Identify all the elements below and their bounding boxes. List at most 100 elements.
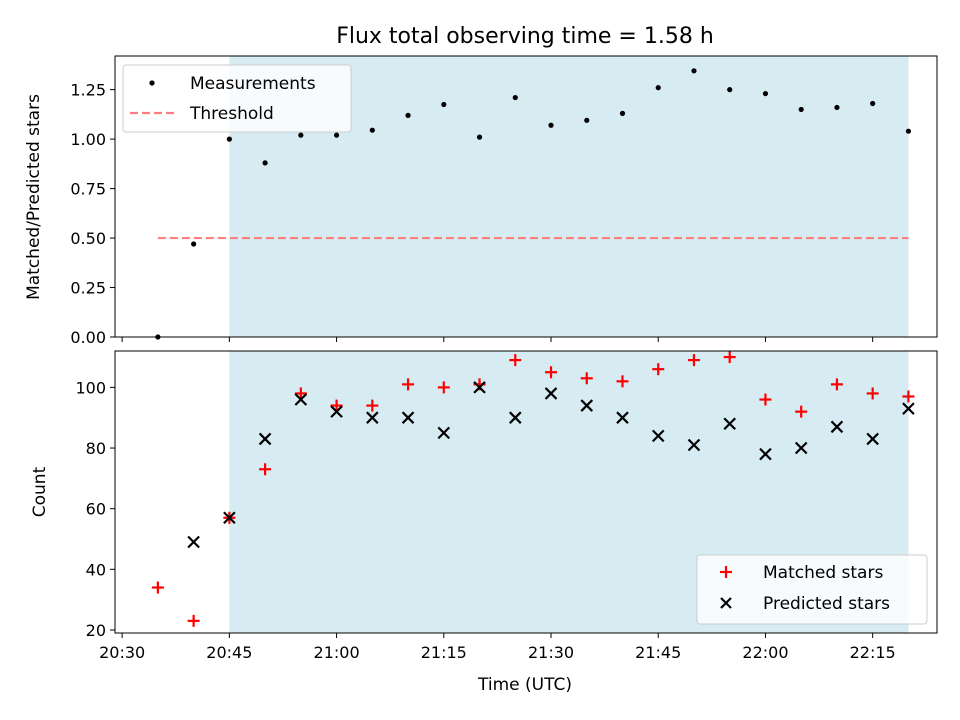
y-tick-label: 1.25 [70, 81, 106, 100]
matched-star-point [509, 354, 522, 367]
x-tick-label: 22:15 [850, 643, 896, 662]
measurement-point [619, 110, 626, 116]
legend-threshold-label: Threshold [189, 104, 274, 124]
y-tick-label: 40 [86, 560, 106, 579]
predicted-star-point [509, 411, 522, 424]
x-tick-label: 20:45 [206, 643, 252, 662]
predicted-star-point [187, 535, 200, 549]
top-y-ticks: 0.00 0.25 0.50 0.75 1.00 1.25 [70, 81, 115, 347]
top-legend: Measurements Threshold [122, 64, 352, 133]
legend-predicted-label: Predicted stars [763, 594, 890, 614]
measurement-point [262, 160, 268, 166]
predicted-star-point [473, 381, 486, 394]
measurement-point [727, 87, 733, 93]
top-points-layer [155, 68, 912, 340]
predicted-star-point [330, 405, 343, 418]
legend-matched-label: Matched stars [763, 563, 883, 583]
matched-star-point [866, 387, 879, 400]
predicted-star-point [544, 387, 558, 400]
measurement-point [333, 132, 340, 138]
matched-star-point [259, 463, 272, 476]
predicted-star-point [902, 402, 915, 415]
matched-star-point [151, 581, 164, 594]
top-x-ticks [121, 337, 874, 342]
x-tick-label: 21:45 [635, 643, 681, 662]
matched-star-point [402, 378, 415, 391]
predicted-star-point [723, 417, 736, 431]
bottom-y-ticks: 20 40 60 80 100 [75, 378, 115, 640]
y-tick-label: 0.00 [70, 328, 106, 347]
measurement-point [870, 100, 876, 107]
predicted-star-point [401, 411, 415, 424]
measurement-point [655, 85, 661, 91]
bottom-axes-frame [114, 350, 938, 634]
matched-star-point [545, 366, 558, 379]
legend-measurements-marker [149, 80, 155, 86]
measurement-point [584, 117, 590, 123]
x-tick-label: 21:30 [528, 643, 574, 662]
matched-star-point [795, 405, 808, 418]
bottom-y-axis-label: Count [30, 466, 50, 517]
measurement-point [762, 90, 769, 97]
matched-star-point [723, 351, 736, 364]
measurement-point [405, 112, 411, 118]
measurement-point [512, 94, 518, 101]
measurement-point [441, 101, 447, 108]
matched-star-point [687, 354, 700, 367]
bottom-panel: 20 40 60 80 100 20:30 20:45 21:00 21:15 21:30 21:… [30, 350, 938, 695]
matched-star-point [366, 399, 379, 412]
matched-star-point [830, 378, 843, 391]
y-tick-label: 1.00 [70, 130, 106, 149]
measurement-point [548, 122, 554, 128]
bottom-x-ticks: 20:30 20:45 21:00 21:15 21:30 21:45 22:00 22:15 [99, 633, 896, 662]
y-tick-label: 100 [75, 378, 106, 397]
measurement-point [369, 127, 375, 133]
measurement-point [905, 128, 912, 134]
y-tick-label: 0.25 [70, 279, 106, 298]
x-tick-label: 21:00 [314, 643, 360, 662]
measurement-point [834, 104, 840, 111]
predicted-star-point [759, 447, 772, 461]
measurement-point [298, 132, 304, 138]
matched-star-point [580, 372, 593, 385]
predicted-star-point [794, 441, 808, 455]
measurement-point [226, 136, 232, 142]
top-axes-frame [114, 55, 938, 338]
matched-star-point [902, 390, 915, 403]
top-y-axis-label: Matched/Predicted stars [24, 94, 44, 300]
predicted-star-point [651, 429, 665, 443]
measurement-point [691, 68, 697, 74]
matched-star-point [187, 614, 200, 627]
legend-matched-marker [720, 566, 732, 578]
predicted-star-point [687, 438, 701, 452]
legend-predicted-marker [720, 597, 732, 609]
x-tick-label: 20:30 [99, 643, 145, 662]
predicted-star-point [437, 426, 451, 440]
predicted-star-point [294, 393, 308, 406]
chart-title: Flux total observing time = 1.58 h [336, 24, 714, 49]
matched-star-point [437, 381, 450, 394]
predicted-star-point [866, 432, 879, 446]
predicted-star-point [258, 432, 272, 446]
matched-star-point [652, 363, 665, 376]
x-axis-label: Time (UTC) [477, 675, 572, 695]
measurement-point [191, 241, 197, 247]
predicted-star-point [830, 420, 844, 434]
top-panel: 0.00 0.25 0.50 0.75 1.00 1.25 Matched/Predict… [24, 55, 938, 347]
top-legend-box [122, 64, 352, 133]
predicted-star-point [580, 399, 594, 412]
bottom-legend: Matched stars Predicted stars [696, 554, 928, 625]
legend-measurements-label: Measurements [190, 74, 316, 94]
matched-star-point [330, 399, 343, 412]
matched-star-point [616, 375, 629, 388]
matched-star-point [294, 387, 307, 400]
bottom-points-layer [151, 351, 915, 627]
y-tick-label: 60 [86, 500, 106, 519]
x-tick-label: 21:15 [421, 643, 467, 662]
y-tick-label: 0.50 [70, 229, 106, 248]
predicted-star-point [616, 411, 629, 424]
bottom-legend-box [696, 554, 928, 625]
y-tick-label: 20 [86, 621, 106, 640]
matched-star-point [759, 393, 772, 406]
